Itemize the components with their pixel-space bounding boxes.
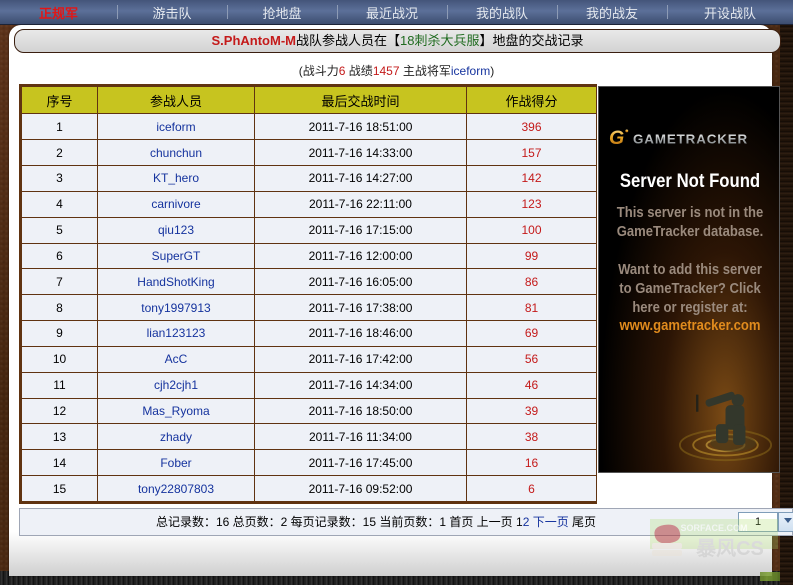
svg-text:G: G [609, 127, 624, 149]
svg-text:GAMETRACKER: GAMETRACKER [633, 131, 748, 146]
